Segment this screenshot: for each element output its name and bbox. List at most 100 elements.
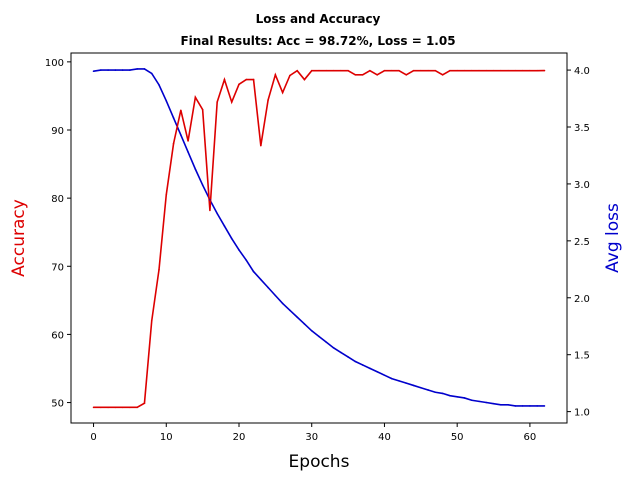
accuracy-point — [252, 78, 255, 81]
loss-point — [390, 377, 393, 380]
loss-point — [252, 270, 255, 273]
accuracy-point — [390, 69, 393, 72]
loss-point — [245, 259, 248, 262]
loss-point — [463, 397, 466, 399]
loss-point — [303, 323, 306, 325]
accuracy-point — [441, 74, 444, 76]
loss-point — [543, 405, 546, 407]
loss-point — [289, 309, 291, 312]
loss-point — [267, 286, 269, 289]
plot-frame — [70, 52, 568, 424]
loss-point — [507, 403, 509, 406]
x-axis-ticks: 0 10 20 30 40 50 60 — [90, 423, 536, 443]
accuracy-point — [245, 78, 248, 81]
loss-point — [92, 70, 95, 73]
accuracy-point — [420, 69, 422, 72]
accuracy-point — [238, 83, 240, 86]
loss-point — [420, 386, 422, 389]
accuracy-point — [201, 108, 204, 111]
accuracy-point — [543, 69, 546, 72]
loss-point — [485, 401, 488, 404]
accuracy-point — [92, 406, 95, 409]
loss-point — [412, 384, 415, 387]
accuracy-point — [165, 193, 168, 196]
accuracy-point — [325, 69, 328, 72]
loss-point — [514, 405, 517, 407]
accuracy-point — [274, 74, 277, 76]
x-tick-label: 50 — [451, 432, 464, 443]
loss-point — [529, 405, 531, 407]
accuracy-point — [412, 69, 415, 72]
loss-point — [107, 69, 109, 71]
loss-point — [470, 399, 473, 402]
accuracy-point — [180, 109, 182, 112]
loss-point — [158, 84, 160, 86]
left-y-tick-label: 70 — [51, 262, 64, 273]
loss-point — [361, 364, 364, 366]
loss-point — [376, 370, 378, 373]
accuracy-point — [129, 406, 131, 409]
left-y-tick-label: 100 — [45, 58, 64, 69]
chart-title: Loss and Accuracy — [256, 12, 381, 26]
loss-point — [427, 389, 429, 391]
accuracy-point — [158, 268, 160, 271]
accuracy-point — [318, 69, 320, 72]
x-tick-label: 10 — [160, 432, 173, 443]
accuracy-point — [470, 69, 473, 72]
x-tick-label: 20 — [233, 432, 246, 443]
accuracy-point — [485, 69, 488, 72]
loss-point — [383, 374, 386, 376]
loss-point — [129, 69, 131, 71]
accuracy-point — [209, 209, 211, 212]
accuracy-point — [347, 69, 349, 72]
accuracy-point — [449, 69, 451, 72]
accuracy-point — [434, 69, 437, 72]
x-tick-label: 0 — [90, 432, 96, 443]
x-tick-label: 60 — [524, 432, 537, 443]
accuracy-point — [260, 144, 262, 147]
accuracy-point — [456, 69, 458, 72]
loss-point — [274, 294, 277, 297]
accuracy-point — [187, 140, 189, 142]
accuracy-point — [216, 101, 218, 103]
accuracy-point — [296, 69, 298, 72]
accuracy-point — [521, 69, 524, 72]
accuracy-point — [507, 69, 509, 72]
accuracy-point — [303, 78, 306, 81]
loss-point — [434, 391, 437, 394]
right-y-tick-label: 3.0 — [574, 180, 590, 191]
accuracy-series-line — [93, 69, 545, 409]
accuracy-point — [376, 74, 378, 76]
accuracy-point — [281, 91, 284, 94]
loss-series-line — [93, 68, 545, 407]
loss-point — [521, 405, 524, 407]
accuracy-point — [478, 69, 480, 72]
right-y-tick-label: 4.0 — [574, 66, 590, 77]
accuracy-point — [536, 69, 538, 72]
accuracy-point — [354, 74, 357, 76]
accuracy-point — [136, 406, 138, 409]
right-y-axis-label: Avg loss — [603, 203, 623, 273]
accuracy-point — [172, 142, 175, 145]
accuracy-point — [340, 69, 342, 72]
loss-point — [340, 351, 342, 354]
accuracy-point — [514, 69, 517, 72]
left-y-tick-label: 90 — [51, 126, 64, 137]
loss-point — [325, 341, 328, 343]
x-axis-label: Epochs — [289, 452, 350, 472]
loss-point — [201, 184, 204, 186]
accuracy-point — [107, 406, 109, 409]
accuracy-point — [310, 69, 313, 72]
loss-point — [296, 316, 298, 318]
accuracy-point — [230, 101, 233, 103]
accuracy-point — [492, 69, 495, 72]
loss-point — [121, 69, 124, 71]
left-y-tick-label: 60 — [51, 330, 64, 341]
loss-point — [238, 249, 240, 251]
loss-point — [223, 225, 226, 227]
loss-point — [347, 356, 349, 358]
left-y-tick-label: 50 — [51, 399, 64, 410]
accuracy-point — [194, 96, 197, 99]
series-points — [92, 68, 546, 409]
